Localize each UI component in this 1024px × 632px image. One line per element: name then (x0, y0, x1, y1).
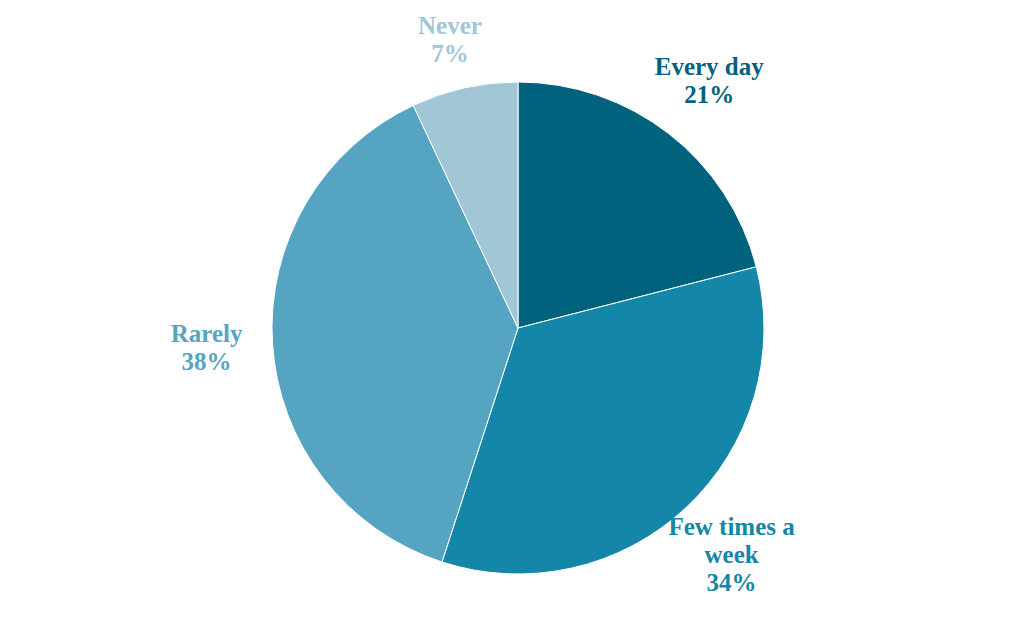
slice-label: Few times aweek34% (668, 513, 795, 596)
category-label: Few times aweek (668, 513, 795, 568)
category-label: Every day (655, 53, 765, 80)
slice (413, 82, 518, 328)
slice-label: Rarely38% (171, 320, 243, 375)
labels: Every day21% Few times aweek34% Rarely38% N… (171, 12, 796, 596)
chart: Every day21% Few times aweek34% Rarely38% N… (0, 0, 1024, 632)
category-label: Rarely (171, 320, 243, 347)
value-label: 21% (684, 81, 734, 108)
value-label: 7% (431, 40, 469, 67)
value-label: 38% (182, 348, 232, 375)
category-label: Never (418, 12, 482, 39)
slices (272, 82, 764, 574)
slice-label: Never7% (418, 12, 482, 67)
value-label: 34% (707, 569, 757, 596)
slice-label: Every day21% (655, 53, 765, 108)
